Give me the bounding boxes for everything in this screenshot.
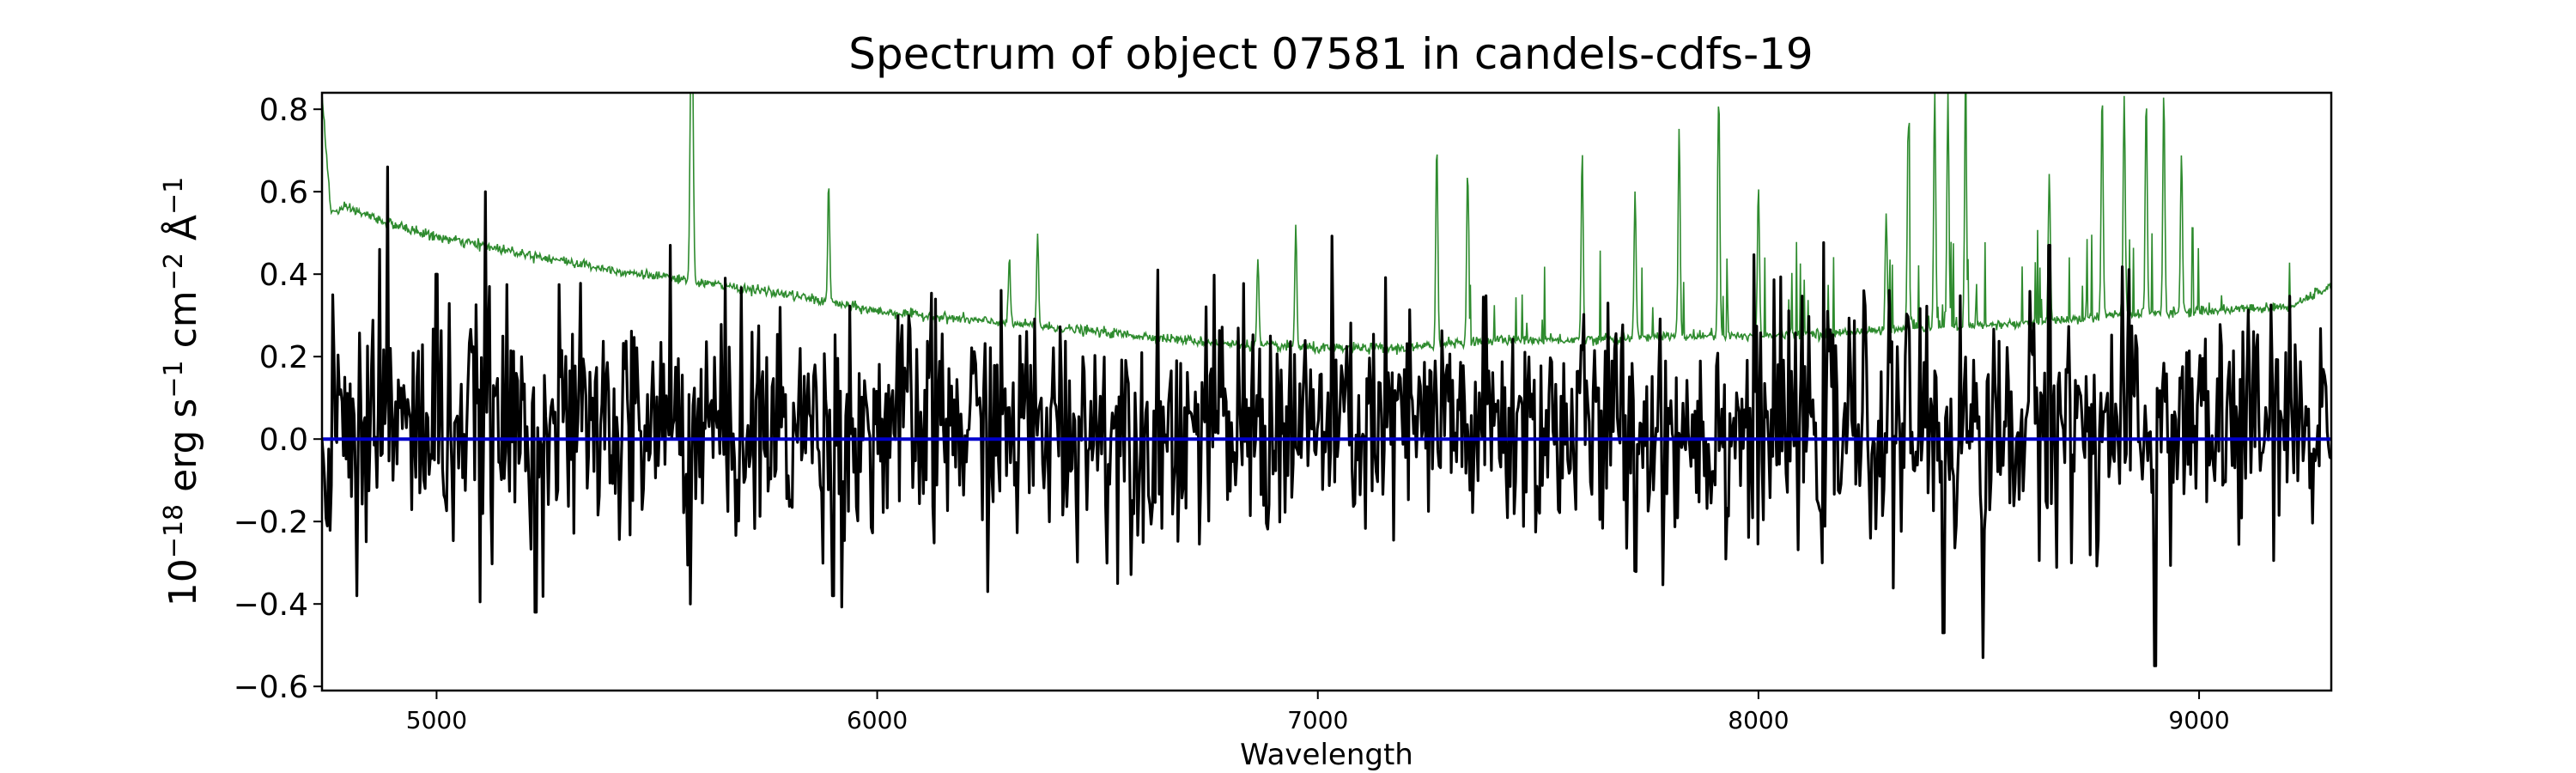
y-tick-label: 0.6	[259, 175, 308, 210]
flux-spectrum-line	[322, 165, 2331, 667]
y-tick-label: −0.2	[234, 505, 308, 540]
y-tick-label: 0.8	[259, 93, 308, 128]
x-axis: 5000 6000 7000 8000 9000	[406, 691, 2230, 734]
y-axis-label: 10−18 erg s−1 cm−2 Å−1	[159, 177, 205, 606]
x-tick-label: 5000	[406, 706, 467, 734]
y-tick-label: 0.0	[259, 423, 308, 458]
series-layer	[322, 93, 2331, 667]
y-axis: −0.6 −0.4 −0.2 0.0 0.2 0.4 0.6 0.8	[234, 93, 322, 705]
x-tick-label: 8000	[1728, 706, 1789, 734]
noise-spectrum-line	[322, 93, 2331, 356]
x-axis-label: Wavelength	[1240, 738, 1413, 772]
x-tick-label: 9000	[2168, 706, 2229, 734]
y-tick-label: 0.4	[259, 258, 308, 293]
y-tick-label: −0.4	[234, 587, 308, 623]
x-tick-label: 6000	[847, 706, 908, 734]
x-tick-label: 7000	[1287, 706, 1348, 734]
y-tick-label: −0.6	[234, 670, 308, 705]
y-tick-label: 0.2	[259, 340, 308, 375]
plot-frame	[320, 91, 2333, 692]
chart-title: Spectrum of object 07581 in candels-cdfs…	[848, 29, 1814, 79]
